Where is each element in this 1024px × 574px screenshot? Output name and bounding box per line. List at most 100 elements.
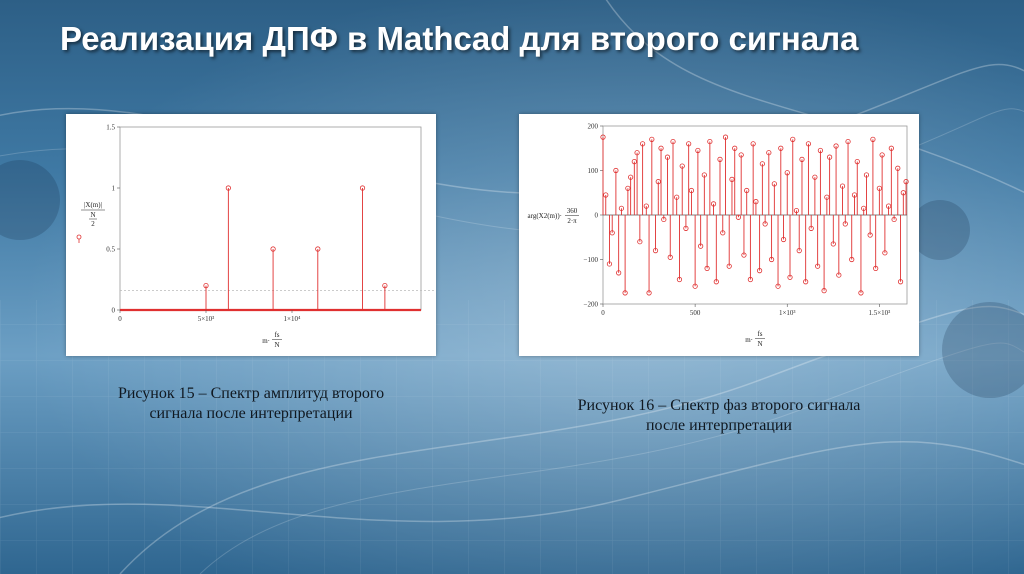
x-axis-label-numerator: fs bbox=[274, 331, 279, 339]
stem-marker bbox=[787, 274, 793, 280]
stem-marker bbox=[701, 172, 707, 178]
stem-marker bbox=[851, 192, 858, 198]
stem-marker bbox=[796, 248, 802, 254]
stem-marker bbox=[625, 185, 631, 191]
stem-marker bbox=[747, 276, 753, 283]
stem-marker bbox=[359, 185, 366, 191]
stem-marker bbox=[315, 246, 321, 252]
stem-marker bbox=[649, 136, 655, 142]
x-axis-label-denominator: N bbox=[757, 340, 762, 348]
legend-marker bbox=[76, 234, 82, 240]
y-axis-label-numerator: |X(m)| bbox=[84, 201, 102, 209]
stem-marker bbox=[726, 263, 732, 269]
stem-marker bbox=[622, 290, 628, 296]
x-tick-label: 0 bbox=[118, 315, 122, 323]
stem-marker bbox=[775, 283, 781, 289]
stem-marker bbox=[720, 230, 726, 236]
stem-marker bbox=[863, 172, 870, 178]
stem-marker bbox=[640, 141, 646, 147]
stem-marker bbox=[729, 176, 735, 183]
x-tick-label: 500 bbox=[690, 309, 701, 317]
stem-marker bbox=[817, 147, 824, 154]
slide-title: Реализация ДПФ в Mathcad для второго сиг… bbox=[60, 20, 859, 57]
stem-marker bbox=[637, 239, 643, 245]
stem-marker bbox=[646, 290, 652, 296]
stem-marker bbox=[895, 165, 901, 171]
stem-marker bbox=[808, 225, 814, 231]
stem-marker bbox=[203, 283, 209, 289]
stem-marker bbox=[799, 156, 805, 162]
stem-marker bbox=[759, 161, 765, 167]
x-tick-label: 1×10⁴ bbox=[284, 315, 301, 323]
stem-marker bbox=[854, 158, 860, 165]
x-tick-label: 1.5×10³ bbox=[868, 309, 890, 317]
stem-marker bbox=[704, 265, 710, 271]
stem-marker bbox=[683, 225, 689, 231]
stem-marker bbox=[805, 141, 812, 147]
stem-marker bbox=[833, 143, 839, 149]
stem-marker bbox=[803, 279, 809, 285]
y-tick-label: 0.5 bbox=[106, 246, 115, 254]
stem-marker bbox=[762, 221, 768, 227]
stem-marker bbox=[628, 174, 634, 180]
figure-16-caption-line-2: после интерпретации bbox=[645, 417, 792, 434]
stem-marker bbox=[845, 138, 851, 145]
stem-marker bbox=[717, 156, 723, 162]
y-axis-label-denominator: N bbox=[90, 211, 95, 219]
plot-frame bbox=[119, 126, 422, 311]
x-tick-label: 0 bbox=[601, 309, 605, 317]
stem-marker bbox=[738, 152, 744, 158]
y-axis-label-denominator: 2·π bbox=[567, 217, 577, 225]
stem-marker bbox=[784, 170, 790, 176]
amplitude-spectrum-chart: 00.511.50 5×10³ 1×10⁴|X(m)|N2m·fsN bbox=[76, 124, 435, 349]
stem-marker bbox=[688, 187, 695, 194]
x-axis-label-numerator: fs bbox=[757, 330, 762, 338]
stem-marker bbox=[670, 138, 676, 145]
stem-marker bbox=[616, 270, 622, 276]
stem-marker bbox=[812, 174, 818, 180]
stem-marker bbox=[839, 183, 846, 189]
stem-marker bbox=[658, 145, 664, 151]
stem-marker bbox=[722, 134, 729, 140]
y-tick-label: 1 bbox=[112, 185, 116, 193]
stem-marker bbox=[836, 272, 842, 278]
stem-marker bbox=[778, 145, 784, 151]
stem-marker bbox=[692, 283, 698, 289]
stem-marker bbox=[753, 199, 759, 205]
y-axis-label-numerator: 360 bbox=[567, 207, 578, 215]
x-tick-label: 5×10³ bbox=[198, 315, 215, 323]
stem-marker bbox=[897, 279, 904, 285]
stem-marker bbox=[225, 185, 231, 191]
stem-marker bbox=[750, 141, 756, 147]
stem-marker bbox=[741, 252, 747, 258]
stem-marker bbox=[270, 246, 276, 252]
stem-marker bbox=[613, 167, 619, 174]
y-tick-label: 0 bbox=[595, 212, 599, 220]
stem-marker bbox=[698, 243, 704, 249]
stem-marker bbox=[771, 181, 777, 187]
stem-marker bbox=[870, 136, 876, 142]
stem-marker bbox=[815, 263, 821, 269]
stem-marker bbox=[867, 232, 873, 238]
stem-marker bbox=[679, 163, 685, 169]
phase-spectrum-chart-panel: 200 100 0 −100 −200 0 500 1×10³ 1.5×10³ arg(X2(m)… bbox=[519, 114, 919, 356]
stem-marker bbox=[674, 194, 680, 200]
stem-marker bbox=[827, 154, 833, 160]
figure-16-caption: Рисунок 16 – Спектр фаз второго сигнала … bbox=[519, 396, 919, 436]
x-axis-label-main: m· bbox=[745, 336, 753, 344]
stem-marker bbox=[695, 147, 701, 154]
stem-marker bbox=[634, 150, 640, 156]
stem-marker bbox=[713, 279, 719, 285]
figure-16-caption-line-1: Рисунок 16 – Спектр фаз второго сигнала bbox=[577, 397, 861, 414]
y-axis-label-denominator: 2 bbox=[91, 220, 95, 228]
x-tick-label: 1×10³ bbox=[779, 309, 796, 317]
stem-marker bbox=[655, 179, 661, 185]
stem-marker bbox=[667, 254, 673, 260]
stem-marker bbox=[900, 190, 906, 196]
stem-marker bbox=[603, 192, 609, 198]
stem-marker bbox=[873, 265, 879, 271]
x-axis-label-main: m· bbox=[262, 337, 270, 345]
stem-marker bbox=[793, 207, 800, 214]
stem-marker bbox=[876, 185, 882, 191]
